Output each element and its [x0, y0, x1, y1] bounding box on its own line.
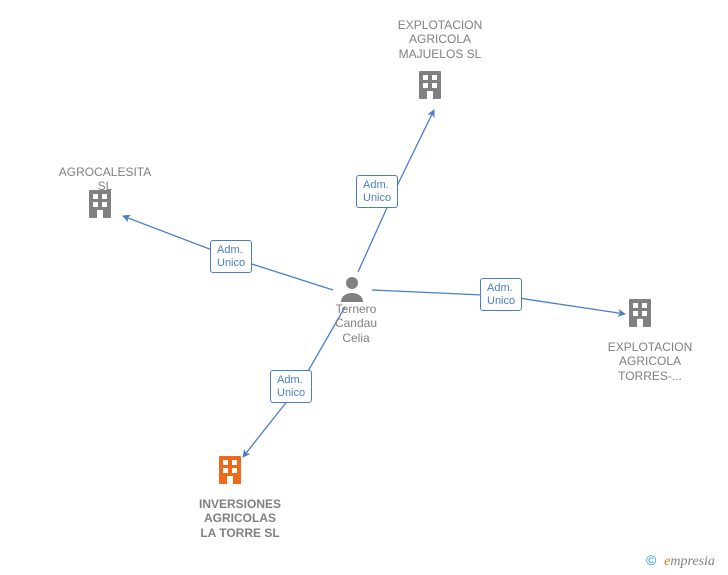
node-label-agrocalesita: AGROCALESITA SL — [50, 165, 160, 194]
edge-label-majuelos: Adm. Unico — [356, 175, 398, 208]
building-icon — [629, 299, 651, 327]
watermark-copyright: © — [646, 552, 656, 568]
watermark: © empresia — [646, 552, 715, 570]
building-icon — [419, 71, 441, 99]
center-node-label: Ternero Candau Celia — [326, 302, 386, 345]
building-icon — [89, 190, 111, 218]
node-label-latorre: INVERSIONES AGRICOLAS LA TORRE SL — [180, 497, 300, 540]
diagram-canvas — [0, 0, 728, 575]
node-label-majuelos: EXPLOTACION AGRICOLA MAJUELOS SL — [385, 18, 495, 61]
person-icon — [341, 277, 363, 302]
watermark-brand-rest: mpresia — [670, 554, 715, 569]
node-label-torres: EXPLOTACION AGRICOLA TORRES-... — [595, 340, 705, 383]
edge-label-torres: Adm. Unico — [480, 278, 522, 311]
edge-label-latorre: Adm. Unico — [270, 370, 312, 403]
edge-label-agrocalesita: Adm. Unico — [210, 240, 252, 273]
building-icon — [219, 456, 241, 484]
